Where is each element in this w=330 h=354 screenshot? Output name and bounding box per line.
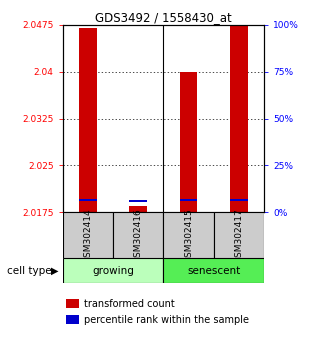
Text: transformed count: transformed count	[84, 299, 175, 309]
Text: ▶: ▶	[51, 266, 59, 276]
Bar	[79, 199, 97, 201]
Bar	[163, 258, 264, 283]
Text: GSM302415: GSM302415	[184, 208, 193, 263]
Bar	[230, 199, 248, 201]
Bar	[129, 200, 147, 202]
Text: growing: growing	[92, 266, 134, 276]
Bar	[63, 258, 163, 283]
Bar	[230, 25, 248, 212]
Bar	[180, 72, 197, 212]
Bar	[214, 212, 264, 258]
Text: cell type: cell type	[7, 266, 51, 276]
Text: GSM302417: GSM302417	[234, 208, 243, 263]
Title: GDS3492 / 1558430_at: GDS3492 / 1558430_at	[95, 11, 232, 24]
Bar	[163, 212, 214, 258]
Bar	[129, 206, 147, 212]
Bar	[79, 28, 97, 212]
Bar	[113, 212, 163, 258]
Bar	[180, 199, 197, 201]
Text: GSM302416: GSM302416	[134, 208, 143, 263]
Bar	[63, 212, 113, 258]
Text: percentile rank within the sample: percentile rank within the sample	[84, 315, 249, 325]
Text: GSM302414: GSM302414	[83, 208, 92, 263]
Text: senescent: senescent	[187, 266, 240, 276]
